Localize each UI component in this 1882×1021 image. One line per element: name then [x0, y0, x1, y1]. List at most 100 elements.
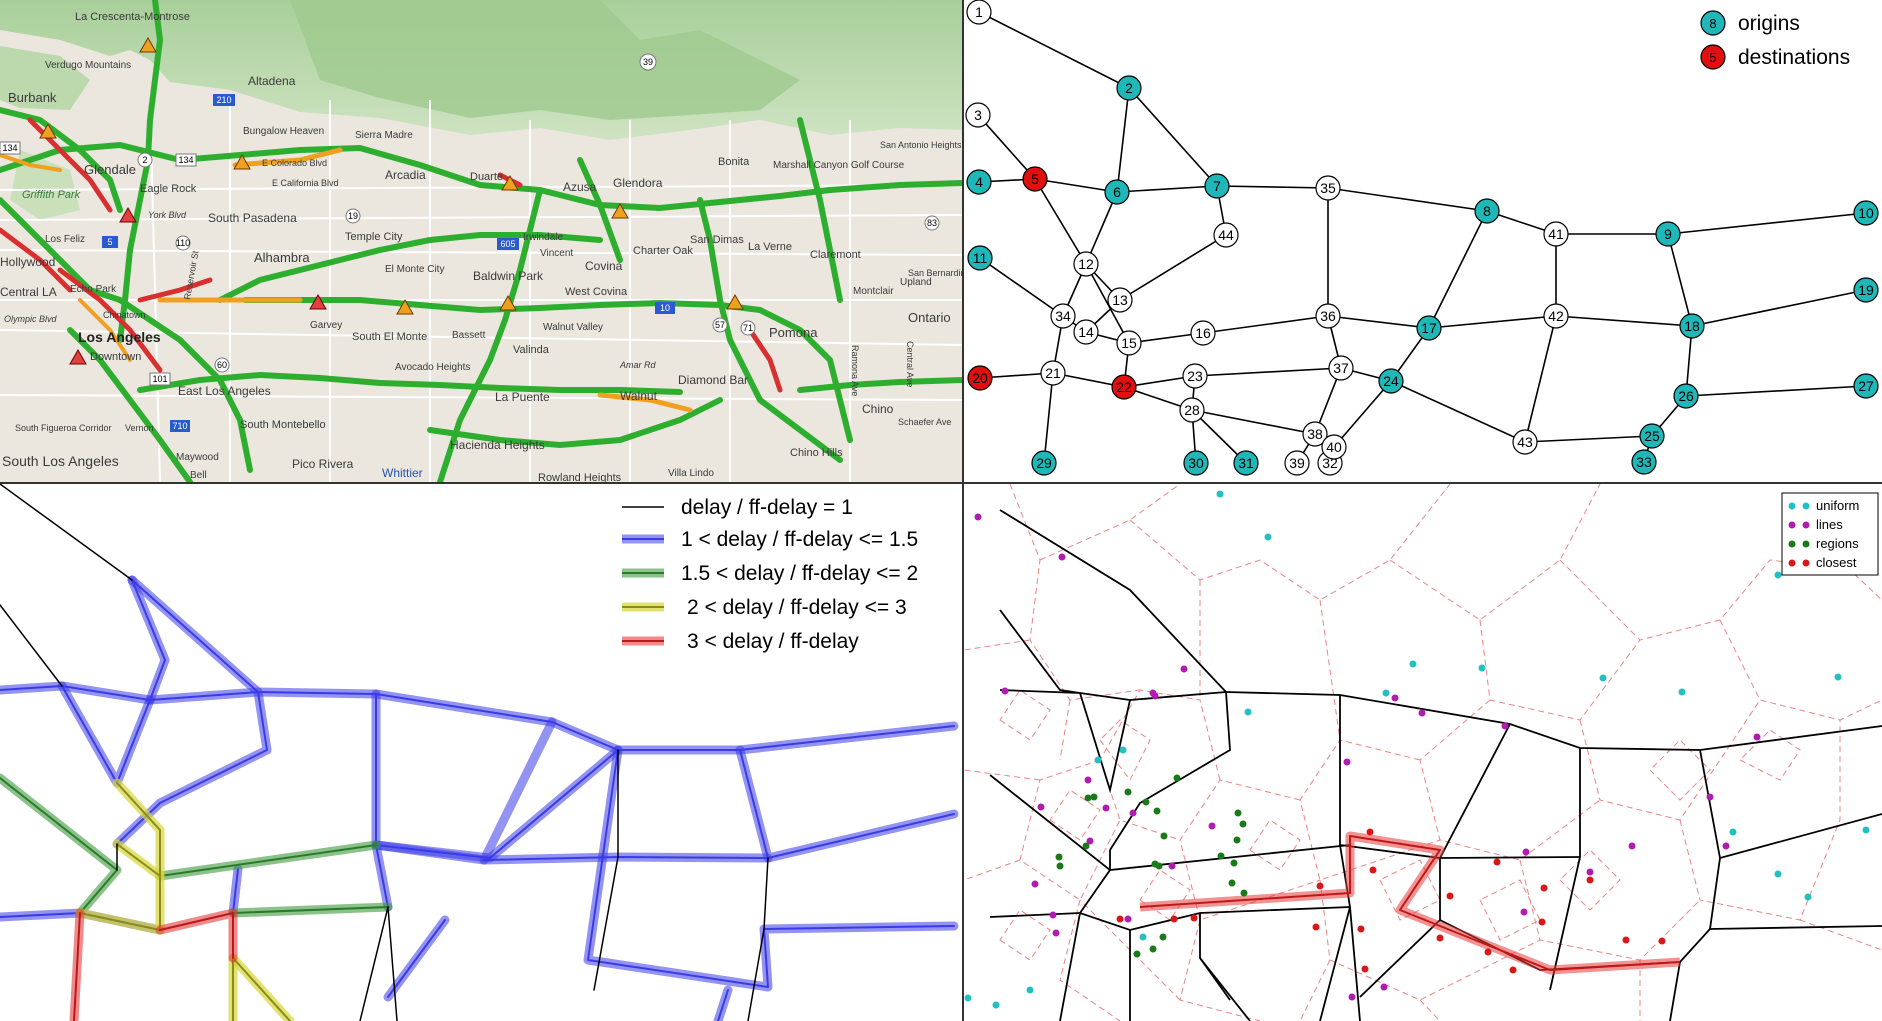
place-label: Ontario: [908, 310, 951, 325]
graph-node: 16: [1191, 321, 1215, 345]
route-shield: 134: [0, 142, 20, 154]
graph-node: 41: [1544, 222, 1568, 246]
svg-text:57: 57: [715, 320, 725, 330]
graph-node: 31: [1234, 451, 1258, 475]
place-label: Chinatown: [103, 310, 146, 320]
demand-point: [1317, 883, 1324, 890]
graph-node-label: 23: [1187, 368, 1203, 384]
graph-node-label: 4: [975, 174, 983, 190]
graph-node-label: 22: [1116, 379, 1132, 395]
graph-edge: [1129, 88, 1217, 186]
demand-point: [1623, 937, 1630, 944]
demand-point: [1117, 916, 1124, 923]
graph-node: 19: [1854, 278, 1878, 302]
graph-edge: [1035, 179, 1086, 264]
graph-node-label: 40: [1326, 439, 1342, 455]
demand-point: [1392, 695, 1399, 702]
place-label: El Monte City: [385, 264, 444, 275]
graph-node: 34: [1051, 304, 1075, 328]
place-label: La Verne: [748, 241, 792, 253]
place-label: Amar Rd: [619, 360, 657, 370]
demand-points: [965, 491, 1870, 1009]
svg-text:134: 134: [178, 155, 193, 165]
legend-marker-uniform: [1803, 503, 1810, 510]
place-label: South Los Angeles: [2, 453, 119, 469]
route-shield: 605: [497, 238, 519, 250]
demand-point: [1174, 775, 1181, 782]
demand-point: [1358, 926, 1365, 933]
svg-text:19: 19: [348, 211, 358, 221]
demand-point: [1494, 859, 1501, 866]
graph-node-label: 31: [1238, 455, 1254, 471]
demand-point: [1038, 804, 1045, 811]
graph-node-label: 15: [1121, 335, 1137, 351]
demand-point: [1154, 808, 1161, 815]
graph-node: 28: [1180, 398, 1204, 422]
demand-point: [1730, 829, 1737, 836]
graph-node: 3: [966, 103, 990, 127]
demand-point: [1191, 915, 1198, 922]
graph-edge: [1556, 316, 1692, 326]
demand-point: [1027, 987, 1034, 994]
demand-point: [1659, 938, 1666, 945]
place-label: Arcadia: [385, 168, 426, 182]
demand-point: [1083, 843, 1090, 850]
place-label: York Blvd: [148, 210, 187, 220]
place-label: Charter Oak: [633, 245, 693, 257]
graph-node-label: 12: [1078, 256, 1094, 272]
place-label: Baldwin Park: [473, 269, 544, 283]
place-label: E Colorado Blvd: [262, 158, 327, 168]
route-shield: 60: [215, 358, 229, 372]
demand-point: [1587, 877, 1594, 884]
destination-legend-symbol: 5: [1709, 50, 1716, 65]
voronoi-road-network: [990, 510, 1882, 1021]
demand-point: [1419, 710, 1426, 717]
demand-point: [1229, 880, 1236, 887]
graph-edge: [1668, 234, 1692, 326]
graph-node-label: 9: [1664, 226, 1672, 242]
place-label: Walnut: [620, 389, 658, 403]
place-label: Avocado Heights: [395, 362, 470, 373]
graph-edge: [1525, 316, 1556, 442]
graph-node: 42: [1544, 304, 1568, 328]
demand-point: [1835, 674, 1842, 681]
demand-point: [1218, 853, 1225, 860]
graph-node: 6: [1105, 180, 1129, 204]
graph-node: 7: [1205, 174, 1229, 198]
demand-point: [1349, 994, 1356, 1001]
graph-node-label: 18: [1684, 318, 1700, 334]
graph-node-label: 34: [1055, 308, 1071, 324]
svg-text:10: 10: [660, 303, 670, 313]
place-label: Diamond Bar: [678, 373, 748, 387]
graph-node: 8: [1475, 199, 1499, 223]
graph-edge: [1668, 213, 1866, 234]
graph-edge: [1117, 88, 1129, 192]
demand-point: [1754, 734, 1761, 741]
graph-edge: [1328, 188, 1487, 211]
place-label: Covina: [585, 259, 623, 273]
place-label: Echo Park: [70, 284, 117, 295]
graph-node-label: 28: [1184, 402, 1200, 418]
graph-node: 9: [1656, 222, 1680, 246]
place-label: Alhambra: [254, 250, 310, 265]
graph-edge: [1334, 381, 1391, 447]
place-label: Schaefer Ave: [898, 417, 951, 427]
demand-point: [1209, 823, 1216, 830]
demand-point: [1539, 919, 1546, 926]
route-shield: 2: [138, 153, 152, 167]
graph-node-label: 14: [1078, 324, 1094, 340]
demand-point: [1437, 935, 1444, 942]
place-label: Verdugo Mountains: [45, 60, 131, 71]
graph-node: 17: [1417, 316, 1441, 340]
delay-network-panel: delay / ff-delay = 1 1 < delay / ff-dela…: [0, 484, 954, 1021]
graph-node: 11: [968, 246, 992, 270]
graph-node: 20: [968, 366, 992, 390]
demand-point: [1485, 949, 1492, 956]
demand-point: [975, 514, 982, 521]
place-label: Marshall Canyon Golf Course: [773, 160, 905, 171]
svg-text:60: 60: [217, 360, 227, 370]
graph-node: 43: [1513, 430, 1537, 454]
graph-edge: [1429, 316, 1556, 328]
place-label: Glendora: [613, 176, 663, 190]
